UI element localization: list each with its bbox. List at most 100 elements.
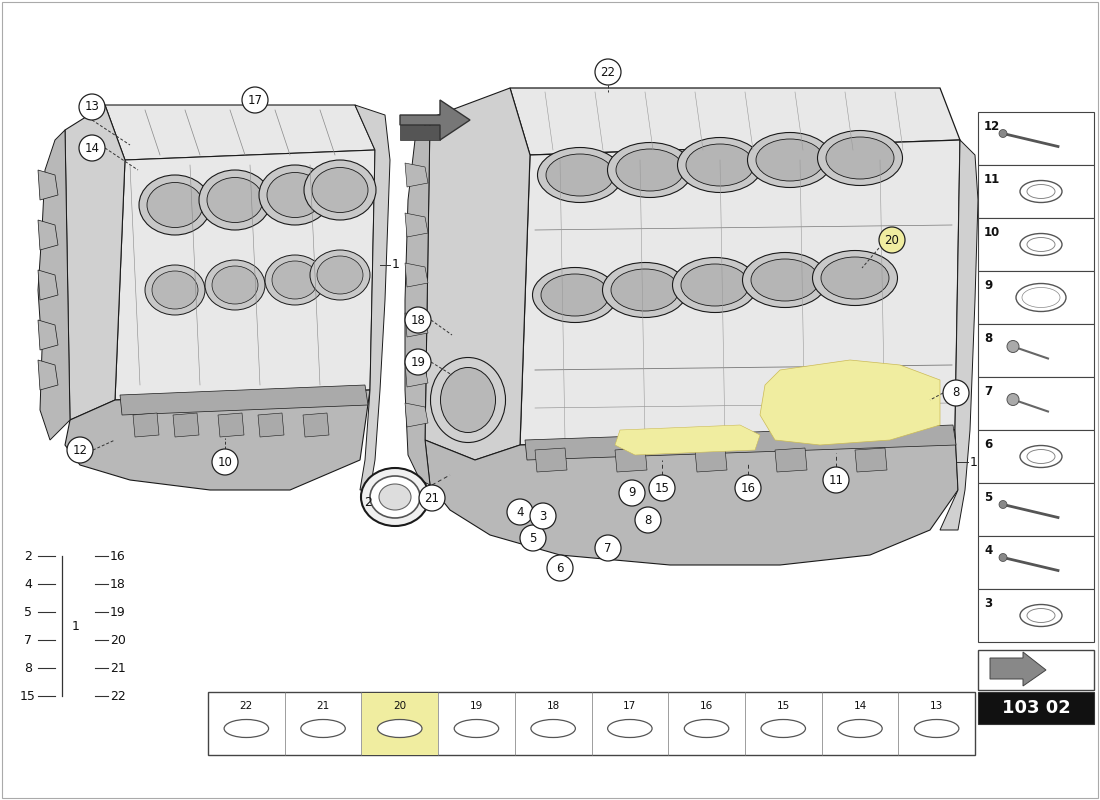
Polygon shape — [425, 430, 958, 565]
Circle shape — [635, 507, 661, 533]
Polygon shape — [990, 652, 1046, 686]
Polygon shape — [39, 130, 70, 440]
Text: 19: 19 — [110, 606, 125, 618]
Polygon shape — [39, 220, 58, 250]
Bar — [978, 112, 1094, 165]
Ellipse shape — [199, 170, 271, 230]
Polygon shape — [525, 425, 956, 460]
Text: 9: 9 — [628, 486, 636, 499]
Polygon shape — [776, 448, 807, 472]
Ellipse shape — [440, 367, 495, 433]
Text: 21: 21 — [317, 701, 330, 711]
Ellipse shape — [267, 173, 323, 218]
Ellipse shape — [377, 719, 422, 738]
Polygon shape — [535, 448, 566, 472]
Polygon shape — [39, 360, 58, 390]
Ellipse shape — [821, 257, 889, 299]
Ellipse shape — [1020, 234, 1062, 255]
Ellipse shape — [546, 154, 614, 196]
Polygon shape — [405, 118, 430, 485]
Circle shape — [1006, 341, 1019, 353]
Text: 1: 1 — [970, 455, 978, 469]
Polygon shape — [405, 213, 428, 237]
Ellipse shape — [672, 258, 758, 313]
Text: 14: 14 — [85, 142, 99, 154]
Text: 8: 8 — [645, 514, 651, 526]
Ellipse shape — [607, 142, 693, 198]
Text: 7: 7 — [24, 634, 32, 646]
Circle shape — [595, 59, 621, 85]
Polygon shape — [218, 413, 244, 437]
Polygon shape — [120, 385, 369, 415]
Text: 5: 5 — [24, 606, 32, 618]
Circle shape — [79, 135, 104, 161]
Polygon shape — [65, 105, 125, 420]
Text: 4: 4 — [516, 506, 524, 518]
Ellipse shape — [1027, 185, 1055, 198]
Ellipse shape — [1022, 287, 1060, 307]
Polygon shape — [760, 360, 940, 445]
Ellipse shape — [310, 250, 370, 300]
Ellipse shape — [265, 255, 324, 305]
Polygon shape — [302, 413, 329, 437]
Circle shape — [999, 554, 1007, 562]
Text: 2: 2 — [364, 497, 372, 510]
Ellipse shape — [603, 262, 688, 318]
Ellipse shape — [1020, 181, 1062, 202]
Ellipse shape — [212, 266, 258, 304]
Circle shape — [79, 94, 104, 120]
Bar — [978, 650, 1094, 690]
Polygon shape — [425, 88, 530, 460]
Text: 7: 7 — [984, 385, 992, 398]
Ellipse shape — [826, 137, 894, 179]
Text: 8: 8 — [984, 332, 992, 345]
Text: 17: 17 — [248, 94, 263, 106]
Ellipse shape — [205, 260, 265, 310]
Text: 12: 12 — [984, 120, 1000, 133]
Text: 12: 12 — [73, 443, 88, 457]
Polygon shape — [39, 270, 58, 300]
Ellipse shape — [430, 358, 506, 442]
Ellipse shape — [152, 271, 198, 309]
Circle shape — [619, 480, 645, 506]
Ellipse shape — [538, 147, 623, 202]
Polygon shape — [400, 100, 470, 140]
Ellipse shape — [681, 264, 749, 306]
Polygon shape — [855, 448, 887, 472]
Ellipse shape — [742, 253, 827, 307]
Bar — [362, 693, 438, 754]
Text: 5: 5 — [984, 491, 992, 504]
Polygon shape — [116, 150, 375, 400]
Text: 20: 20 — [110, 634, 125, 646]
Circle shape — [212, 449, 238, 475]
Text: 3: 3 — [984, 597, 992, 610]
Circle shape — [823, 467, 849, 493]
Ellipse shape — [610, 269, 679, 311]
Polygon shape — [695, 448, 727, 472]
Circle shape — [67, 437, 94, 463]
Ellipse shape — [531, 719, 575, 738]
Polygon shape — [405, 403, 428, 427]
Text: 7: 7 — [604, 542, 612, 554]
Text: 2: 2 — [24, 550, 32, 562]
Ellipse shape — [379, 484, 411, 510]
Ellipse shape — [361, 468, 429, 526]
Ellipse shape — [454, 719, 498, 738]
Ellipse shape — [207, 178, 263, 222]
Text: 1: 1 — [72, 619, 80, 633]
Text: 4: 4 — [984, 544, 992, 557]
Text: euroc: euroc — [460, 262, 900, 398]
Text: 22: 22 — [110, 690, 125, 702]
Ellipse shape — [813, 250, 898, 306]
Text: 5: 5 — [529, 531, 537, 545]
Text: 9: 9 — [984, 279, 992, 292]
Bar — [978, 536, 1094, 589]
Text: 22: 22 — [601, 66, 616, 78]
Text: 13: 13 — [930, 701, 944, 711]
Text: 16: 16 — [110, 550, 125, 562]
Text: 8: 8 — [24, 662, 32, 674]
Bar — [978, 589, 1094, 642]
Circle shape — [405, 349, 431, 375]
Ellipse shape — [1027, 238, 1055, 251]
Ellipse shape — [761, 719, 805, 738]
